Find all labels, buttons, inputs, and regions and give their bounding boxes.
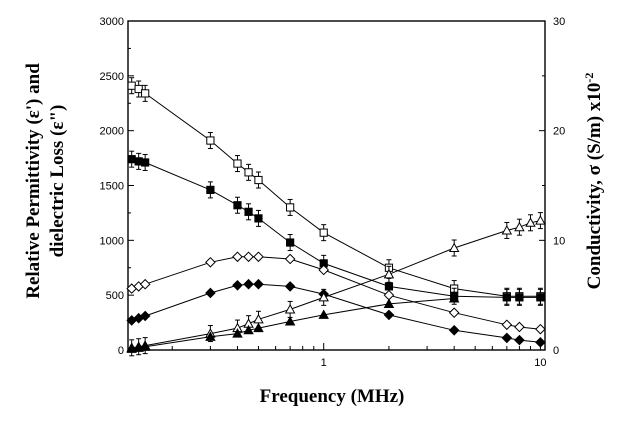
filled-triangle-marker — [139, 341, 151, 351]
open-square-marker — [141, 89, 150, 98]
y2-tick-label: 30 — [553, 16, 565, 28]
filled-square-marker — [384, 282, 394, 291]
y-tick-label: 3000 — [100, 16, 124, 28]
open-diamond-marker — [448, 307, 460, 319]
series-line — [131, 283, 541, 343]
filled-diamond-marker — [514, 334, 525, 346]
open-triangle-marker — [383, 268, 395, 279]
x-tick-label: 1 — [321, 357, 327, 369]
y2-tick-label: 20 — [553, 126, 565, 138]
filled-triangle-marker — [383, 298, 395, 308]
open-triangle-marker — [535, 215, 546, 225]
series-open-square — [127, 77, 545, 305]
filled-square-marker — [254, 214, 263, 223]
open-triangle-marker — [501, 225, 513, 235]
open-diamond-marker — [139, 278, 151, 290]
plot-frame — [127, 20, 546, 351]
filled-diamond-marker — [501, 332, 513, 344]
open-square-marker — [244, 168, 253, 177]
open-diamond-marker — [501, 319, 513, 331]
filled-square-marker — [141, 158, 150, 167]
y2-axis-label-text: Conductivity, σ (S/m) x10-2 — [582, 73, 605, 290]
y2-axis-label-main: Conductivity, σ (S/m) x10 — [584, 83, 605, 290]
axes — [127, 20, 546, 351]
open-triangle-marker — [525, 217, 536, 227]
filled-square-marker — [536, 293, 545, 302]
filled-triangle-marker — [205, 331, 216, 341]
filled-diamond-marker — [284, 281, 296, 292]
open-square-marker — [206, 136, 215, 145]
y2-tick-label: 10 — [553, 235, 565, 247]
filled-square-marker — [244, 207, 253, 216]
filled-diamond-marker — [232, 279, 243, 291]
filled-diamond-marker — [448, 324, 460, 336]
open-square-marker — [319, 228, 328, 237]
y-axis-label-line1: Relative Permittivity (ε') and — [23, 63, 44, 299]
series-open-diamond — [126, 251, 546, 335]
open-diamond-marker — [205, 256, 216, 268]
series-filled-square — [127, 150, 545, 306]
open-square-marker — [233, 159, 242, 168]
open-diamond-marker — [284, 253, 296, 265]
open-triangle-marker — [448, 242, 460, 253]
y-tick-label: 500 — [106, 290, 124, 302]
y-axis-label-line2: dielectric Loss (ε") — [47, 105, 68, 258]
filled-triangle-marker — [318, 309, 329, 319]
series-line — [131, 158, 541, 298]
open-square-marker — [134, 84, 143, 94]
open-triangle-marker — [318, 291, 329, 302]
y2-axis-label-exponent: -2 — [582, 73, 596, 83]
filled-triangle-marker — [126, 343, 137, 353]
filled-square-marker — [233, 201, 242, 210]
filled-diamond-marker — [383, 309, 395, 321]
open-diamond-marker — [243, 251, 254, 263]
filled-triangle-marker — [232, 328, 243, 338]
y2-axis-label: Conductivity, σ (S/m) x10-2 — [582, 73, 605, 290]
filled-diamond-marker — [253, 278, 264, 290]
filled-diamond-marker — [139, 310, 151, 322]
tick-labels: 0 500 1000 1500 2000 2500 3000 0 10 20 30 1 10 — [100, 16, 566, 369]
open-triangle-marker — [514, 221, 525, 232]
filled-square-marker — [286, 238, 295, 247]
y-tick-label: 1500 — [100, 181, 124, 193]
open-diamond-marker — [253, 251, 264, 263]
filled-square-marker — [515, 293, 524, 302]
filled-diamond-marker — [535, 337, 546, 348]
open-diamond-marker — [535, 323, 546, 335]
y-tick-label: 2500 — [100, 71, 124, 83]
open-triangle-marker — [284, 303, 296, 314]
filled-triangle-marker — [448, 293, 460, 303]
open-diamond-marker — [514, 321, 525, 333]
filled-triangle-marker — [284, 316, 296, 326]
series-layer — [126, 77, 546, 357]
x-tick-label: 10 — [534, 357, 546, 369]
series-filled-triangle — [126, 293, 460, 353]
y-axis-label: Relative Permittivity (ε') and dielectri… — [23, 63, 68, 299]
filled-triangle-marker — [243, 324, 254, 335]
y-tick-label: 0 — [118, 345, 124, 357]
x-axis-label: Frequency (MHz) — [260, 386, 405, 407]
filled-square-marker — [502, 293, 511, 302]
filled-diamond-marker — [243, 278, 254, 290]
filled-square-marker — [127, 155, 136, 164]
series-line — [131, 256, 541, 330]
open-diamond-marker — [232, 251, 243, 263]
filled-diamond-marker — [205, 287, 216, 299]
open-square-marker — [127, 81, 136, 90]
open-diamond-marker — [383, 289, 395, 301]
y-tick-label: 2000 — [100, 126, 124, 138]
open-diamond-marker — [318, 264, 330, 276]
y-tick-label: 1000 — [100, 235, 124, 247]
y2-tick-label: 0 — [553, 345, 559, 357]
filled-triangle-marker — [253, 322, 264, 333]
filled-square-marker — [206, 185, 215, 194]
open-square-marker — [254, 175, 263, 185]
series-line — [131, 85, 541, 297]
open-square-marker — [286, 203, 295, 212]
